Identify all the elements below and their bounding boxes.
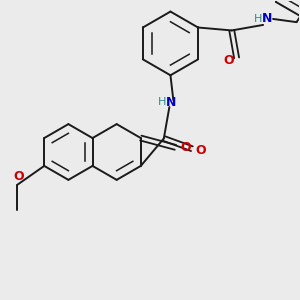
Text: N: N bbox=[262, 12, 272, 26]
Text: H: H bbox=[254, 14, 262, 24]
Text: O: O bbox=[196, 144, 206, 157]
Text: O: O bbox=[13, 170, 24, 183]
Text: O: O bbox=[223, 54, 234, 68]
Text: O: O bbox=[180, 141, 191, 154]
Text: N: N bbox=[166, 96, 176, 109]
Text: H: H bbox=[158, 97, 166, 107]
